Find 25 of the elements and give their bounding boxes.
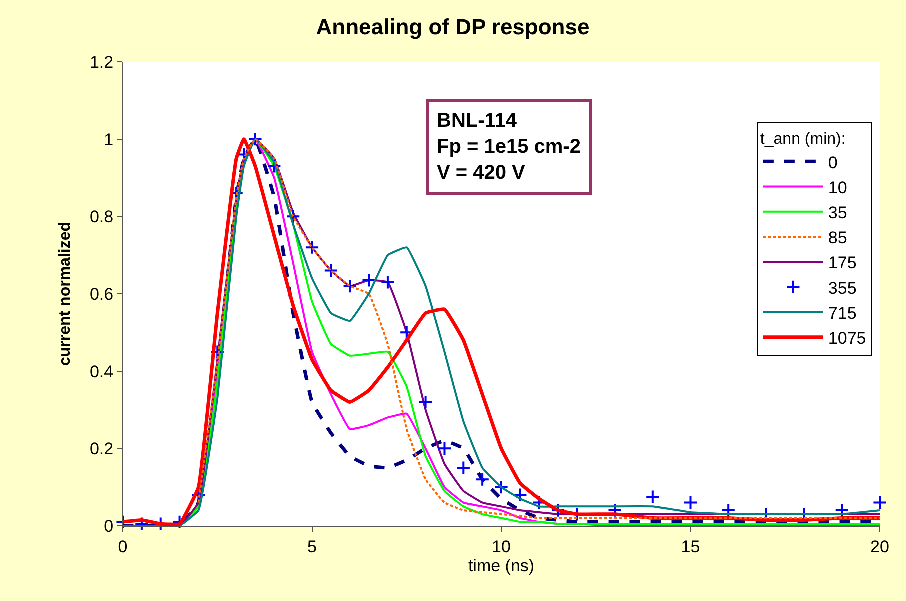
annotation: BNL-114 Fp = 1e15 cm-2 V = 420 V <box>437 110 581 184</box>
y-tick-label: 0 <box>104 516 114 536</box>
legend-label: 0 <box>828 153 838 172</box>
y-tick-label: 0.4 <box>90 362 114 382</box>
legend-label: 355 <box>828 278 857 298</box>
legend-label: 35 <box>828 204 848 222</box>
legend-label: 715 <box>828 304 857 323</box>
y-axis-title: current normalized <box>56 222 74 366</box>
x-tick-label: 10 <box>492 537 511 556</box>
x-tick-label: 15 <box>681 537 700 556</box>
legend-label: 85 <box>828 228 848 248</box>
y-tick-label: 0.2 <box>90 440 114 459</box>
y-tick-label: 0.6 <box>90 284 114 304</box>
y-tick-label: 1 <box>104 130 114 150</box>
legend-title: t_ann (min): <box>760 131 846 148</box>
legend-label: 10 <box>828 178 848 198</box>
y-tick-label: 0.8 <box>90 208 114 227</box>
legend-label: 1075 <box>828 329 866 348</box>
legend-label: 175 <box>828 254 857 273</box>
y-tick-label: 1.2 <box>90 52 114 72</box>
x-tick-label: 20 <box>870 537 890 556</box>
chart-title: Annealing of DP response <box>316 14 590 40</box>
x-tick-label: 5 <box>308 537 317 556</box>
x-axis-title: time (ns) <box>468 556 535 576</box>
x-tick-label: 0 <box>118 537 128 556</box>
